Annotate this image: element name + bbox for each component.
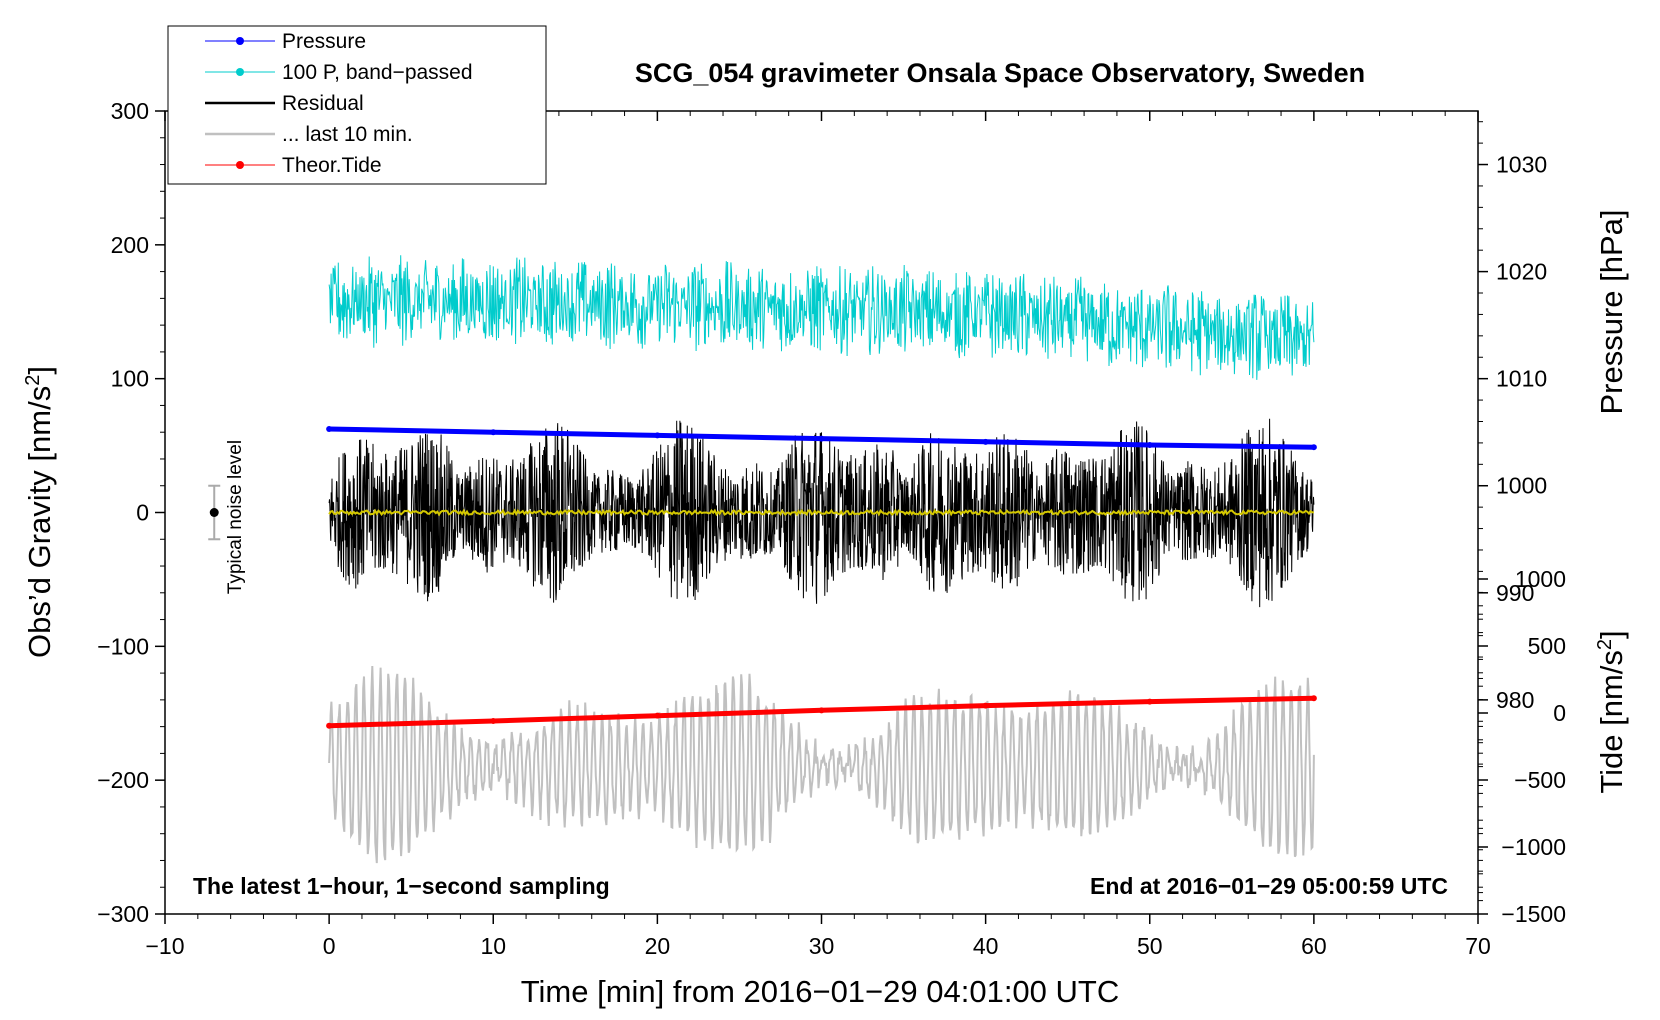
legend-marker (236, 37, 244, 45)
x-axis-title: Time [min] from 2016−01−29 04:01:00 UTC (521, 974, 1120, 1009)
pressure-point (982, 438, 989, 445)
pressure-point (818, 435, 825, 442)
pressure-tick-label: 980 (1496, 687, 1534, 713)
chart-title: SCG_054 gravimeter Onsala Space Observat… (635, 58, 1365, 88)
y-tick-label: 100 (111, 366, 149, 392)
legend: Pressure 100 P, band−passed Residual ... la… (167, 25, 547, 185)
y-axis-title-gravity: Obs’d Gravity [nm/s2] (22, 366, 57, 658)
legend-marker (236, 68, 244, 76)
series-pressure-band-passed (328, 255, 1315, 380)
pressure-tick-label: 1020 (1496, 259, 1547, 285)
x-tick-label: 0 (323, 933, 336, 959)
tide-tick-label: −1500 (1501, 901, 1566, 927)
x-axis: −10 0 10 20 30 40 50 60 70 (145, 111, 1491, 959)
tide-point (982, 702, 989, 709)
pressure-point (326, 425, 333, 432)
noise-level-label: Typical noise level (225, 440, 246, 594)
series-last-10-min (328, 665, 1315, 864)
footer-sampling-note: The latest 1−hour, 1−second sampling (193, 873, 610, 899)
y-axis-title-pressure: Pressure [hPa] (1594, 209, 1629, 414)
x-tick-label: 50 (1137, 933, 1163, 959)
y-axis-gravity: 300 200 100 0 −100 −200 −300 (97, 98, 165, 927)
y-tick-label: −300 (97, 901, 149, 927)
tide-point (490, 718, 497, 725)
legend-label: Pressure (282, 30, 366, 53)
legend-box (167, 25, 547, 185)
tide-point (1310, 695, 1317, 702)
pressure-tick-label: 1030 (1496, 152, 1547, 178)
x-tick-label: 60 (1301, 933, 1327, 959)
legend-label: Theor.Tide (282, 154, 382, 177)
pressure-point (490, 429, 497, 436)
pressure-tick-label: 1000 (1496, 473, 1547, 499)
tide-point (326, 722, 333, 729)
pressure-point (1310, 444, 1317, 451)
legend-marker (236, 161, 244, 169)
y-axis-pressure: 1030 1020 1010 1000 990 980 (1478, 121, 1547, 894)
tide-point (654, 712, 661, 719)
series-residual (328, 418, 1315, 608)
footer-end-time: End at 2016−01−29 05:00:59 UTC (1090, 873, 1448, 899)
legend-label: Residual (282, 92, 364, 115)
y-tick-label: 0 (136, 500, 149, 526)
pressure-point (1146, 442, 1153, 449)
pressure-point (654, 432, 661, 439)
x-tick-label: −10 (145, 933, 184, 959)
x-tick-label: 20 (645, 933, 671, 959)
tide-point (1146, 698, 1153, 705)
tide-tick-label: 1000 (1515, 566, 1566, 592)
x-tick-label: 30 (809, 933, 835, 959)
tide-tick-label: −500 (1514, 767, 1566, 793)
series-layer (326, 255, 1317, 864)
pressure-tick-label: 1010 (1496, 366, 1547, 392)
y-axis-tide: 1000 500 0 −500 −1000 −1500 (1478, 566, 1566, 927)
legend-label: 100 P, band−passed (282, 61, 473, 84)
tide-tick-label: 0 (1553, 700, 1566, 726)
tide-tick-label: 500 (1528, 633, 1566, 659)
y-tick-label: −200 (97, 767, 149, 793)
noise-point (209, 508, 219, 517)
y-tick-label: −100 (97, 633, 149, 659)
tide-point (818, 707, 825, 714)
x-tick-label: 70 (1465, 933, 1491, 959)
legend-label: ... last 10 min. (282, 123, 413, 146)
x-tick-label: 40 (973, 933, 999, 959)
pressure-tick-label: 990 (1496, 580, 1534, 606)
y-tick-label: 200 (111, 232, 149, 258)
tide-tick-label: −1000 (1501, 834, 1566, 860)
noise-level-marker (208, 484, 221, 541)
series-residual-yellow (328, 508, 1314, 517)
x-tick-label: 10 (480, 933, 506, 959)
y-axis-title-tide: Tide [nm/s2] (1594, 630, 1629, 793)
y-tick-label: 300 (111, 98, 149, 124)
